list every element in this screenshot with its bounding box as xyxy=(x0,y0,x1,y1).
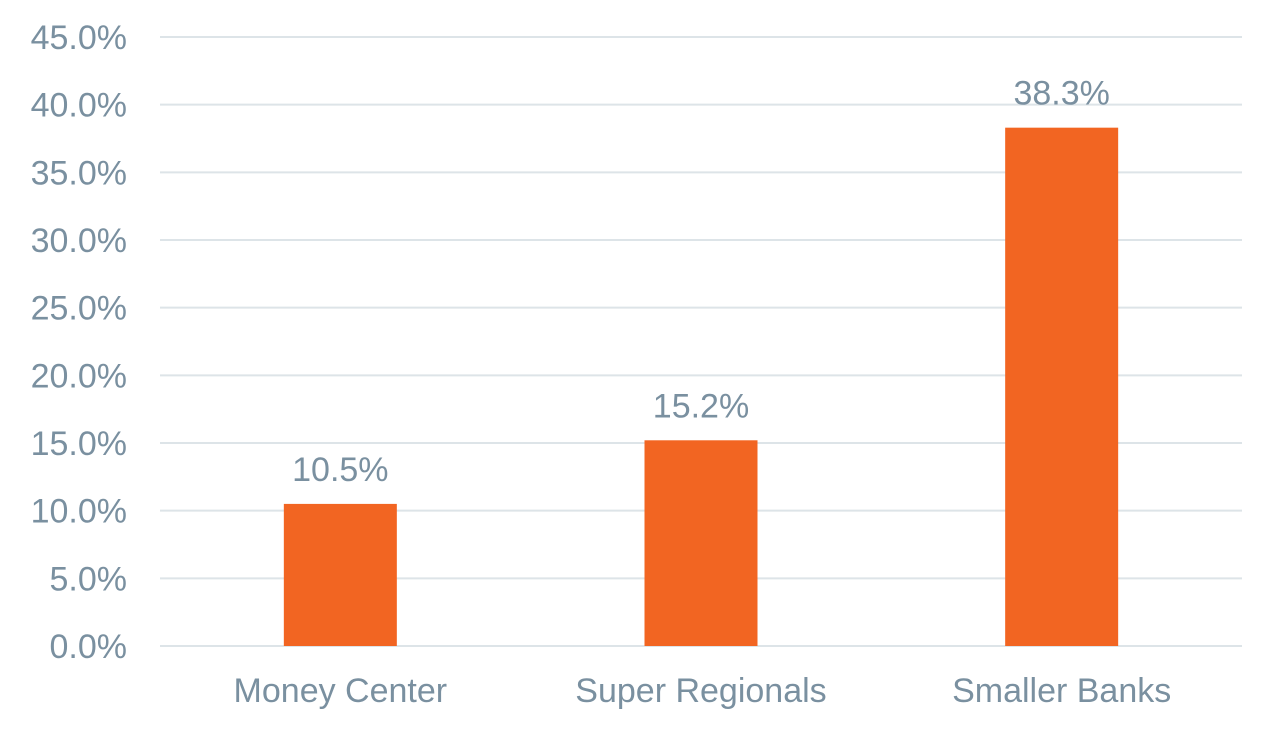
x-category-label: Smaller Banks xyxy=(952,672,1171,710)
y-tick-label: 15.0% xyxy=(31,425,127,463)
data-label: 15.2% xyxy=(653,387,749,425)
y-tick-label: 20.0% xyxy=(31,357,127,395)
bar xyxy=(283,503,397,646)
data-label: 10.5% xyxy=(292,451,388,489)
x-category-label: Money Center xyxy=(234,672,448,710)
y-tick-label: 45.0% xyxy=(31,19,127,57)
bar xyxy=(1005,127,1119,646)
y-axis-tick-labels: 0.0% 5.0% 10.0% 15.0% 20.0% 25.0% 30.0% 35.0% 40… xyxy=(31,19,127,666)
y-tick-label: 10.0% xyxy=(31,493,127,531)
y-tick-label: 40.0% xyxy=(31,87,127,125)
y-tick-label: 35.0% xyxy=(31,154,127,192)
y-tick-label: 25.0% xyxy=(31,290,127,328)
data-labels: 10.5% 15.2% 38.3% xyxy=(292,75,1110,489)
data-label: 38.3% xyxy=(1013,75,1109,113)
y-tick-label: 0.0% xyxy=(50,628,128,666)
x-axis-category-labels: Money Center Super Regionals Smaller Banks xyxy=(234,672,1172,710)
bars xyxy=(283,127,1119,646)
x-category-label: Super Regionals xyxy=(575,672,826,710)
bar xyxy=(644,440,758,646)
y-tick-label: 5.0% xyxy=(50,560,128,598)
y-tick-label: 30.0% xyxy=(31,222,127,260)
